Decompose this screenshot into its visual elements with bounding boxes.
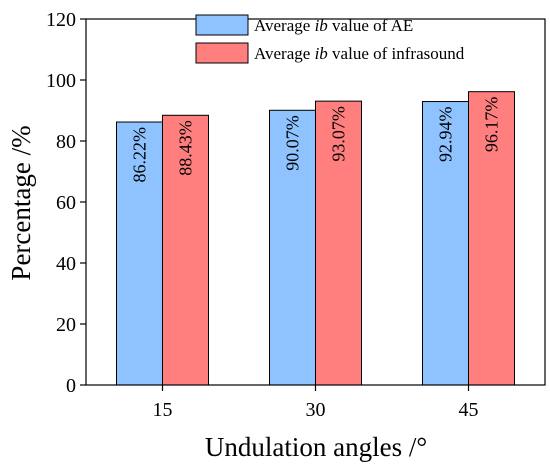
bar-series-1-45: [422, 101, 469, 386]
legend-swatch-series-2: [195, 42, 249, 64]
x-tick-label-30: 30: [306, 399, 326, 421]
y-tick-label-100: 100: [46, 70, 76, 92]
data-labels-group: 86.22% 88.43% 90.07% 93.07% 92.94% 96.17%: [130, 97, 502, 183]
y-tick-label-0: 0: [66, 375, 76, 397]
y-tick-label-120: 120: [46, 9, 76, 31]
y-tick-label-20: 20: [56, 314, 76, 336]
y-tick-label-40: 40: [56, 253, 76, 275]
data-label-series-2-15: 88.43%: [176, 120, 196, 176]
bar-series-1-15: [116, 121, 163, 386]
data-label-series-1-45: 92.94%: [436, 107, 456, 162]
legend-label-series-2: Average ib value of infrasound: [254, 44, 465, 63]
bar-series-1-30: [269, 109, 316, 386]
x-tick-label-45: 45: [459, 399, 479, 421]
y-tick-label-80: 80: [56, 131, 76, 153]
y-tick-label-60: 60: [56, 192, 76, 214]
bar-series-2-45: [468, 91, 515, 386]
axes-group: 0 20 40 60 80 100 120 15 30 45: [46, 9, 546, 421]
legend: Average ib value of AE Average ib value o…: [195, 14, 465, 64]
data-label-series-1-30: 90.07%: [283, 115, 303, 171]
bar-series-2-15: [162, 114, 209, 386]
x-tick-label-15: 15: [153, 399, 173, 421]
data-label-series-2-30: 93.07%: [329, 106, 349, 162]
bars-group: [116, 91, 515, 386]
bar-series-2-30: [315, 100, 362, 386]
legend-label-series-1: Average ib value of AE: [254, 16, 413, 35]
x-axis-title: Undulation angles /°: [205, 432, 427, 462]
data-label-series-1-15: 86.22%: [130, 127, 150, 182]
y-axis-title: Percentage /%: [6, 125, 36, 280]
legend-swatch-series-1: [195, 14, 249, 36]
data-label-series-2-45: 96.17%: [482, 97, 502, 153]
